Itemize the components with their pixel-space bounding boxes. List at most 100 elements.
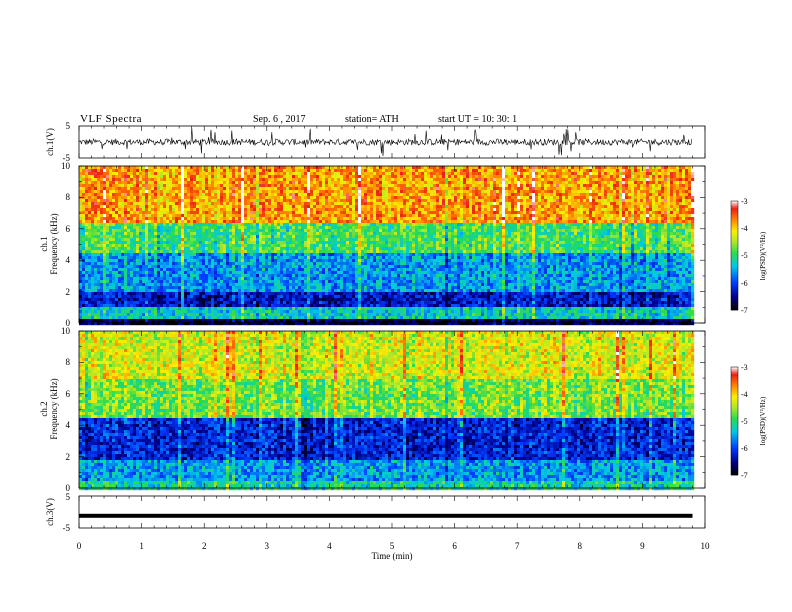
spectrogram-cell	[130, 190, 134, 194]
spectrogram-cell	[304, 271, 308, 275]
spectrogram-cell	[154, 217, 158, 221]
spectrogram-cell	[181, 184, 185, 188]
spectrogram-cell	[160, 283, 164, 287]
spectrogram-cell	[181, 265, 185, 269]
spectrogram-cell	[244, 196, 248, 200]
spectrogram-cell	[328, 304, 332, 308]
spectrogram-cell	[304, 247, 308, 251]
spectrogram-cell	[205, 247, 209, 251]
spectrogram-cell	[127, 307, 131, 311]
spectrogram-cell	[97, 205, 101, 209]
spectrogram-cell	[196, 301, 200, 305]
spectrogram-cell	[205, 319, 209, 323]
spectrogram-cell	[205, 181, 209, 185]
spectrogram-cell	[196, 193, 200, 197]
spectrogram-cell	[79, 172, 83, 176]
spectrogram-cell	[316, 244, 320, 248]
spectrogram-cell	[340, 193, 344, 197]
spectrogram-cell	[223, 217, 227, 221]
spectrogram-cell	[304, 253, 308, 257]
spectrogram-cell	[295, 214, 299, 218]
spectrogram-cell	[211, 166, 215, 170]
spectrogram-cell	[301, 310, 305, 314]
spectrogram-cell	[292, 316, 296, 320]
spectrogram-cell	[157, 175, 161, 179]
spectrogram-cell	[313, 319, 317, 323]
spectrogram-cell	[232, 196, 236, 200]
spectrogram-cell	[280, 316, 284, 320]
spectrogram-cell	[205, 262, 209, 266]
spectrogram-cell	[97, 223, 101, 227]
spectrogram-cell	[199, 166, 203, 170]
spectrogram-cell	[85, 181, 89, 185]
ch1-waveform-panel: 5 -5 ch.1(V)	[45, 121, 706, 163]
spectrogram-cell	[292, 250, 296, 254]
spectrogram-cell	[145, 199, 149, 203]
spectrogram-cell	[184, 280, 188, 284]
spectrogram-cell	[97, 181, 101, 185]
spectrogram-cell	[337, 229, 341, 233]
spectrogram-cell	[280, 169, 284, 173]
spectrogram-cell	[157, 322, 161, 326]
spectrogram-cell	[319, 307, 323, 311]
spectrogram-cell	[121, 265, 125, 269]
spectrogram-cell	[202, 220, 206, 224]
spectrogram-cell	[91, 262, 95, 266]
spectrogram-cell	[205, 184, 209, 188]
spectrogram-cell	[154, 259, 158, 263]
spectrogram-cell	[289, 214, 293, 218]
spectrogram-cell	[127, 298, 131, 302]
spectrogram-cell	[85, 235, 89, 239]
spectrogram-cell	[223, 247, 227, 251]
spectrogram-cell	[100, 322, 104, 326]
spectrogram-cell	[193, 274, 197, 278]
spectrogram-cell	[175, 268, 179, 272]
spectrogram-cell	[151, 277, 155, 281]
spectrogram-cell	[136, 241, 140, 245]
spectrogram-cell	[199, 319, 203, 323]
spectrogram-cell	[145, 316, 149, 320]
spectrogram-cell	[163, 229, 167, 233]
spectrogram-cell	[223, 256, 227, 260]
spectrogram-cell	[97, 220, 101, 224]
spectrogram-cell	[274, 304, 278, 308]
spectrogram-cell	[340, 244, 344, 248]
spectrogram-cell	[160, 304, 164, 308]
spectrogram-cell	[124, 250, 128, 254]
spectrogram-cell	[94, 304, 98, 308]
spectrogram-cell	[307, 172, 311, 176]
spectrogram-cell	[103, 241, 107, 245]
spectrogram-cell	[346, 241, 350, 245]
spectrogram-cell	[148, 271, 152, 275]
spectrogram-cell	[289, 208, 293, 212]
spectrogram-cell	[235, 298, 239, 302]
spectrogram-cell	[88, 274, 92, 278]
spectrogram-cell	[133, 301, 137, 305]
spectrogram-cell	[226, 292, 230, 296]
spectrogram-cell	[208, 304, 212, 308]
spectrogram-cell	[79, 259, 83, 263]
spectrogram-cell	[100, 178, 104, 182]
spectrogram-cell	[223, 172, 227, 176]
spectrogram-cell	[202, 271, 206, 275]
spectrogram-cell	[172, 205, 176, 209]
spectrogram-cell	[145, 262, 149, 266]
spectrogram-cell	[121, 322, 125, 326]
spectrogram-cell	[97, 256, 101, 260]
spectrogram-cell	[103, 298, 107, 302]
spectrogram-cell	[145, 241, 149, 245]
spectrogram-cell	[166, 313, 170, 317]
spectrogram-cell	[202, 214, 206, 218]
spectrogram-cell	[217, 289, 221, 293]
spectrogram-cell	[202, 208, 206, 212]
spectrogram-cell	[337, 301, 341, 305]
spectrogram-cell	[268, 190, 272, 194]
spectrogram-cell	[298, 226, 302, 230]
spectrogram-cell	[163, 175, 167, 179]
spectrogram-cell	[193, 214, 197, 218]
spectrogram-cell	[220, 229, 224, 233]
spectrogram-cell	[220, 295, 224, 299]
spectrogram-cell	[208, 220, 212, 224]
spectrogram-cell	[160, 310, 164, 314]
spectrogram-cell	[172, 178, 176, 182]
